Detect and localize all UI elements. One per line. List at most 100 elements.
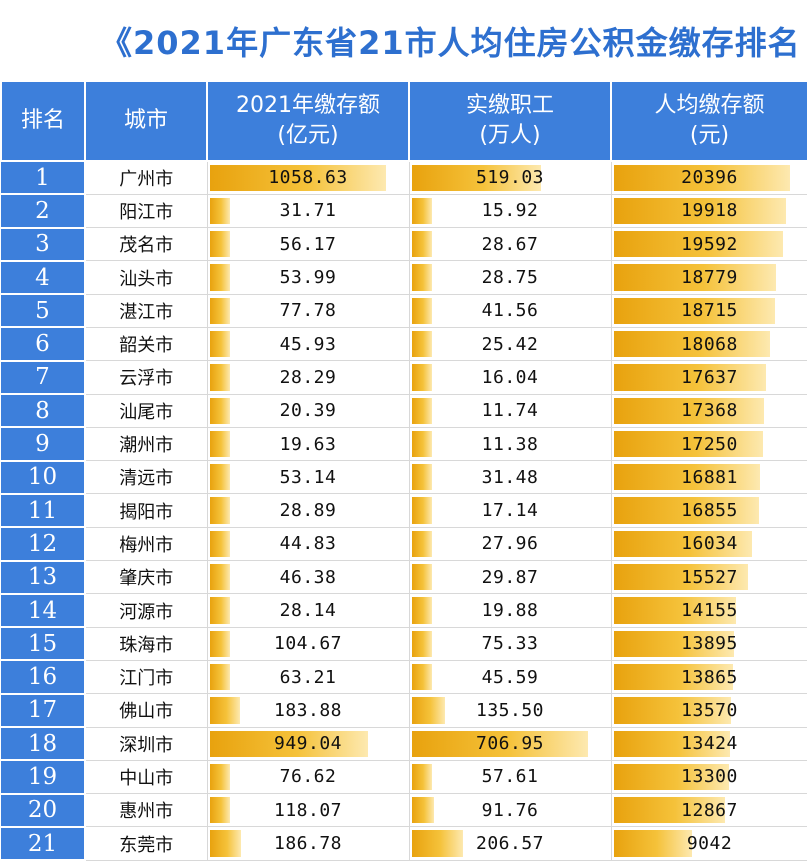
per-capita-bar xyxy=(613,397,764,424)
amount-cell: 20.39 xyxy=(207,394,410,428)
per-capita-cell: 17637 xyxy=(611,360,807,395)
per-capita-value: 17368 xyxy=(681,400,738,422)
per-capita-cell: 18715 xyxy=(611,294,807,328)
rank-cell: 19 xyxy=(1,760,86,795)
city-cell: 阳江市 xyxy=(85,194,208,229)
employees-bar xyxy=(411,564,432,591)
amount-value: 20.39 xyxy=(279,400,337,422)
amount-bar xyxy=(209,297,230,324)
employees-value: 206.57 xyxy=(475,833,545,855)
per-capita-cell: 19592 xyxy=(611,227,807,262)
amount-value: 28.89 xyxy=(279,500,337,522)
amount-cell: 183.88 xyxy=(207,693,410,728)
employees-value: 41.56 xyxy=(481,300,539,322)
city-cell: 清远市 xyxy=(85,460,208,495)
amount-bar xyxy=(209,597,230,624)
amount-cell: 53.14 xyxy=(207,460,410,495)
city-cell: 揭阳市 xyxy=(85,493,208,528)
amount-value: 77.78 xyxy=(279,300,337,322)
city-cell: 惠州市 xyxy=(85,793,208,828)
table-row: 8 汕尾市 20.39 11.74 17368 xyxy=(1,394,807,429)
per-capita-value: 13895 xyxy=(681,633,738,655)
per-capita-cell: 13424 xyxy=(611,727,807,761)
employees-value: 25.42 xyxy=(481,333,539,355)
employees-bar xyxy=(411,330,432,358)
per-capita-value: 15527 xyxy=(681,566,738,588)
employees-value: 11.74 xyxy=(481,400,539,422)
per-capita-bar xyxy=(613,430,763,458)
employees-bar xyxy=(411,297,432,324)
rank-cell: 4 xyxy=(1,260,86,296)
per-capita-bar xyxy=(613,297,776,324)
amount-value: 46.38 xyxy=(279,566,337,588)
employees-bar xyxy=(411,464,432,491)
per-capita-bar xyxy=(613,165,790,191)
per-capita-value: 14155 xyxy=(681,600,738,621)
per-capita-value: 12867 xyxy=(681,799,738,821)
amount-value: 28.29 xyxy=(279,366,337,388)
table-row: 2 阳江市 31.71 15.92 19918 xyxy=(1,194,807,229)
amount-bar xyxy=(209,530,230,558)
header-per-capita: 人均缴存额 (元) xyxy=(610,80,807,162)
header-amount: 2021年缴存额 (亿元) xyxy=(206,80,410,162)
amount-value: 28.14 xyxy=(279,600,337,621)
per-capita-cell: 16855 xyxy=(611,493,807,528)
per-capita-bar xyxy=(613,530,753,558)
city-cell: 湛江市 xyxy=(85,294,208,328)
amount-bar xyxy=(209,464,230,491)
amount-cell: 28.14 xyxy=(207,593,410,628)
amount-value: 63.21 xyxy=(279,666,337,688)
table-body: 1 广州市 1058.63 519.03 20396 2 阳江市 31.71 15.92 1991… xyxy=(1,161,807,862)
per-capita-cell: 13895 xyxy=(611,627,807,661)
per-capita-cell: 20396 xyxy=(611,161,807,195)
amount-value: 19.63 xyxy=(279,433,337,455)
employees-bar xyxy=(411,663,432,691)
header-employees: 实缴职工 (万人) xyxy=(408,80,612,162)
amount-cell: 63.21 xyxy=(207,660,410,695)
amount-value: 45.93 xyxy=(279,333,337,355)
per-capita-value: 9042 xyxy=(686,833,733,855)
employees-value: 57.61 xyxy=(481,766,539,788)
amount-cell: 31.71 xyxy=(207,194,410,229)
employees-bar xyxy=(411,430,432,458)
per-capita-bar xyxy=(613,231,784,258)
employees-cell: 706.95 xyxy=(409,727,612,761)
employees-value: 16.04 xyxy=(481,366,539,388)
city-cell: 韶关市 xyxy=(85,327,208,362)
employees-value: 706.95 xyxy=(475,733,545,755)
amount-bar xyxy=(209,364,230,391)
employees-bar xyxy=(411,763,432,791)
city-cell: 云浮市 xyxy=(85,360,208,395)
amount-bar xyxy=(209,165,387,191)
per-capita-cell: 13300 xyxy=(611,760,807,795)
per-capita-bar xyxy=(613,730,730,757)
amount-value: 56.17 xyxy=(279,233,337,255)
table-row: 19 中山市 76.62 57.61 13300 xyxy=(1,760,807,795)
employees-bar xyxy=(411,231,432,258)
amount-cell: 56.17 xyxy=(207,227,410,262)
city-cell: 潮州市 xyxy=(85,427,208,462)
amount-bar xyxy=(209,264,230,291)
employees-cell: 57.61 xyxy=(409,760,612,795)
per-capita-cell: 13865 xyxy=(611,660,807,695)
amount-value: 53.14 xyxy=(279,466,337,488)
employees-bar xyxy=(411,630,432,657)
per-capita-value: 13300 xyxy=(681,766,738,788)
employees-value: 135.50 xyxy=(475,699,545,721)
per-capita-cell: 14155 xyxy=(611,593,807,628)
employees-value: 519.03 xyxy=(475,167,545,189)
per-capita-value: 13865 xyxy=(681,666,738,688)
per-capita-value: 13570 xyxy=(681,699,738,721)
per-capita-value: 18779 xyxy=(681,267,738,289)
amount-bar xyxy=(209,630,230,657)
employees-cell: 19.88 xyxy=(409,593,612,628)
per-capita-bar xyxy=(613,564,748,591)
employees-cell: 28.75 xyxy=(409,260,612,295)
per-capita-value: 17637 xyxy=(681,366,738,388)
rank-cell: 1 xyxy=(1,161,86,196)
employees-cell: 206.57 xyxy=(409,826,612,861)
rank-cell: 11 xyxy=(1,493,86,529)
per-capita-bar xyxy=(613,364,766,391)
amount-cell: 104.67 xyxy=(207,627,410,661)
rank-cell: 18 xyxy=(1,727,86,762)
